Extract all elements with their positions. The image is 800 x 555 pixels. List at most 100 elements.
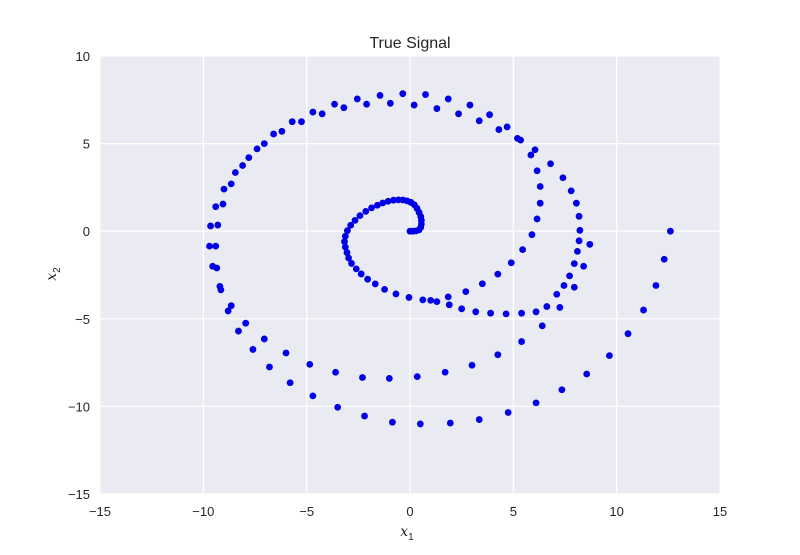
data-point <box>572 199 580 207</box>
data-point <box>533 215 541 223</box>
data-point <box>566 272 573 280</box>
data-point <box>214 221 222 229</box>
data-point <box>570 283 578 291</box>
data-point <box>507 259 515 267</box>
data-point <box>441 368 449 376</box>
data-point <box>422 91 429 98</box>
data-point <box>288 118 296 126</box>
x-axis-label-main: x <box>400 524 408 540</box>
data-point <box>528 231 536 239</box>
data-point <box>531 146 539 154</box>
data-point <box>583 370 591 378</box>
data-points <box>206 90 674 428</box>
data-point <box>239 162 247 169</box>
data-point <box>466 101 474 109</box>
data-point <box>220 185 228 193</box>
data-point <box>536 183 544 190</box>
y-tick-label: −15 <box>68 487 90 502</box>
data-point <box>345 254 353 262</box>
data-point <box>235 327 242 335</box>
data-point <box>455 110 462 118</box>
data-point <box>517 136 524 144</box>
data-point <box>624 330 632 338</box>
data-point <box>340 104 348 112</box>
data-point <box>433 105 441 112</box>
y-tick-label: −10 <box>68 399 90 414</box>
data-point <box>586 240 594 248</box>
y-tick-labels: −15 −10 −5 0 5 10 <box>68 49 90 502</box>
data-point <box>359 374 366 381</box>
data-point <box>419 296 427 304</box>
y-tick-label: −5 <box>75 312 90 327</box>
data-point <box>371 280 379 288</box>
data-point <box>413 373 421 381</box>
data-point <box>445 301 453 309</box>
data-point <box>559 174 567 182</box>
data-point <box>351 216 359 224</box>
data-point <box>376 92 384 99</box>
x-tick-label: 0 <box>406 504 413 519</box>
data-point <box>260 140 268 148</box>
data-point <box>253 145 261 153</box>
data-point <box>427 297 435 304</box>
y-axis-label-main: x <box>44 273 60 281</box>
data-point <box>518 309 525 317</box>
data-point <box>395 196 402 204</box>
data-point <box>219 200 227 208</box>
data-point <box>575 237 583 245</box>
data-point <box>553 290 561 298</box>
data-point <box>286 379 294 387</box>
data-point <box>343 249 351 256</box>
data-point <box>224 307 232 315</box>
data-point <box>306 360 314 368</box>
data-point <box>361 412 368 420</box>
data-point <box>212 242 220 250</box>
data-point <box>518 338 525 345</box>
data-point <box>364 275 372 283</box>
data-point <box>278 127 286 135</box>
data-point <box>207 222 214 230</box>
data-point <box>357 270 365 278</box>
data-point <box>231 169 239 176</box>
data-point <box>212 203 220 211</box>
data-point <box>667 227 674 235</box>
data-point <box>503 123 511 131</box>
data-point <box>444 293 452 301</box>
data-point <box>458 305 466 313</box>
data-point <box>373 201 381 209</box>
data-point <box>556 304 564 311</box>
data-point <box>242 319 250 327</box>
data-point <box>389 418 396 426</box>
data-point <box>405 294 413 301</box>
data-point <box>433 298 441 306</box>
data-point <box>547 160 554 168</box>
data-point <box>363 100 370 108</box>
data-point <box>213 264 221 272</box>
chart-title: True Signal <box>369 35 450 52</box>
x-axis-label-subscript: 1 <box>408 532 414 543</box>
data-point <box>462 288 470 296</box>
data-point <box>410 101 418 109</box>
data-point <box>486 111 493 119</box>
data-point <box>309 108 317 116</box>
data-point <box>249 346 257 353</box>
data-point <box>538 322 546 330</box>
y-tick-label: 0 <box>83 224 90 239</box>
data-point <box>416 420 424 428</box>
data-point <box>536 199 544 207</box>
data-point <box>318 110 326 118</box>
data-point <box>227 180 235 188</box>
x-tick-labels: −15 −10 −5 0 5 10 15 <box>89 504 727 519</box>
data-point <box>478 280 486 288</box>
data-point <box>266 363 273 371</box>
data-point <box>558 386 566 394</box>
y-axis-label-subscript: 2 <box>52 267 63 273</box>
data-point <box>356 212 364 220</box>
data-point <box>475 416 483 423</box>
data-point <box>502 310 510 318</box>
data-point <box>384 197 392 205</box>
data-point <box>533 167 541 175</box>
data-point <box>298 118 305 126</box>
data-point <box>504 409 512 416</box>
x-tick-label: −10 <box>192 504 214 519</box>
